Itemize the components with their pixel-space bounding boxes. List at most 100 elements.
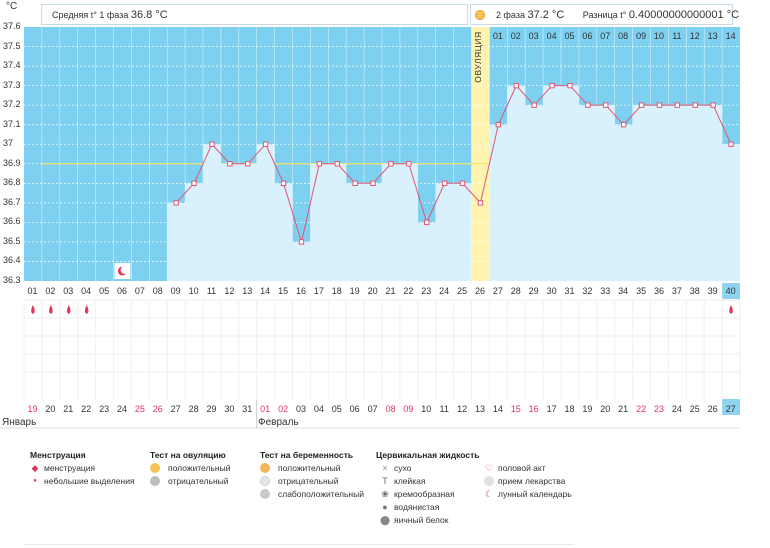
calendar-date-label[interactable]: 14 bbox=[492, 404, 503, 414]
calendar-date-label[interactable]: 26 bbox=[707, 404, 718, 414]
calendar-date-label[interactable]: 25 bbox=[689, 404, 700, 414]
cycle-day-label[interactable]: 24 bbox=[439, 286, 450, 296]
calendar-date-label[interactable]: 20 bbox=[45, 404, 56, 414]
calendar-date-label[interactable]: 01 bbox=[260, 404, 271, 414]
calendar-date-label[interactable]: 11 bbox=[439, 404, 449, 414]
calendar-date-label[interactable]: 19 bbox=[582, 404, 593, 414]
calendar-date-label[interactable]: 15 bbox=[510, 404, 521, 414]
calendar-date-label[interactable]: 18 bbox=[564, 404, 575, 414]
calendar-date-label[interactable]: 28 bbox=[188, 404, 199, 414]
calendar-date-label[interactable]: 07 bbox=[367, 404, 378, 414]
y-tick-label: 36.5 bbox=[3, 235, 21, 246]
calendar-date-label[interactable]: 21 bbox=[618, 404, 629, 414]
cycle-day-label[interactable]: 35 bbox=[636, 286, 647, 296]
temperature-point bbox=[316, 161, 323, 167]
calendar-date-label[interactable]: 20 bbox=[600, 404, 611, 414]
temperature-bar bbox=[417, 222, 436, 281]
calendar-date-label[interactable]: 19 bbox=[27, 404, 38, 414]
cycle-day-label[interactable]: 13 bbox=[242, 286, 253, 296]
cycle-day-label[interactable]: 01 bbox=[27, 286, 38, 296]
calendar-date-label[interactable]: 22 bbox=[636, 404, 647, 414]
cycle-day-label[interactable]: 36 bbox=[653, 286, 664, 296]
temperature-bar bbox=[650, 105, 669, 282]
phase2-label: 2 фаза bbox=[496, 10, 525, 20]
temperature-bar bbox=[614, 124, 633, 281]
calendar-date-label[interactable]: 30 bbox=[224, 404, 235, 414]
cycle-day-label[interactable]: 30 bbox=[546, 286, 557, 296]
calendar-date-label[interactable]: 23 bbox=[653, 404, 664, 414]
temperature-point bbox=[513, 82, 519, 89]
calendar-date-label[interactable]: 08 bbox=[385, 404, 396, 414]
calendar-date-label[interactable]: 25 bbox=[134, 404, 145, 414]
legend-medication: прием лекарства bbox=[498, 476, 566, 486]
ovulation-test-positive-icon bbox=[150, 463, 160, 473]
cycle-day-label[interactable]: 38 bbox=[689, 286, 700, 296]
y-tick-label: 37.3 bbox=[3, 79, 21, 90]
calendar-date-label[interactable]: 04 bbox=[313, 404, 324, 414]
cycle-day-label[interactable]: 17 bbox=[313, 286, 324, 296]
cycle-day-label[interactable]: 05 bbox=[99, 286, 110, 296]
legend-cervical-eggwhite: яичный белок bbox=[394, 515, 449, 525]
calendar-date-label[interactable]: 24 bbox=[116, 404, 127, 414]
cycle-day-label[interactable]: 23 bbox=[421, 286, 432, 296]
cycle-day-label[interactable]: 16 bbox=[295, 286, 306, 296]
calendar-date-label[interactable]: 02 bbox=[278, 404, 289, 414]
cycle-day-label[interactable]: 02 bbox=[45, 286, 56, 296]
cycle-day-label[interactable]: 15 bbox=[278, 286, 289, 296]
calendar-date-label[interactable]: 03 bbox=[295, 404, 306, 414]
cycle-day-label[interactable]: 21 bbox=[385, 286, 396, 296]
calendar-date-label[interactable]: 05 bbox=[331, 404, 342, 414]
calendar-date-label[interactable]: 09 bbox=[403, 404, 414, 414]
cycle-day-label[interactable]: 27 bbox=[492, 286, 503, 296]
cycle-day-label[interactable]: 32 bbox=[582, 286, 593, 296]
cycle-day-label[interactable]: 18 bbox=[331, 286, 342, 296]
calendar-date-label[interactable]: 12 bbox=[457, 404, 468, 414]
calendar-date-label[interactable]: 24 bbox=[671, 404, 682, 414]
month-february: Февраль bbox=[258, 417, 299, 428]
calendar-date-label[interactable]: 29 bbox=[206, 404, 217, 414]
ovulation-marker: ОВУЛЯЦИЯ bbox=[470, 28, 486, 88]
cycle-day-label[interactable]: 09 bbox=[170, 286, 181, 296]
phase2-day-label: 09 bbox=[636, 31, 647, 41]
cycle-day-label[interactable]: 40 bbox=[725, 286, 736, 296]
calendar-date-label[interactable]: 23 bbox=[99, 404, 110, 414]
cycle-day-label[interactable]: 19 bbox=[349, 286, 360, 296]
calendar-date-label[interactable]: 06 bbox=[349, 404, 360, 414]
cycle-day-label[interactable]: 08 bbox=[152, 286, 163, 296]
y-tick-label: 36.7 bbox=[3, 196, 21, 207]
cycle-day-label[interactable]: 34 bbox=[618, 286, 629, 296]
cycle-day-label[interactable]: 33 bbox=[600, 286, 611, 296]
cycle-day-label[interactable]: 31 bbox=[564, 286, 575, 296]
cycle-day-label[interactable]: 22 bbox=[403, 286, 414, 296]
watery-drop-icon: ● bbox=[382, 502, 388, 512]
cycle-day-label[interactable]: 07 bbox=[134, 286, 145, 296]
cycle-day-label[interactable]: 03 bbox=[63, 286, 74, 296]
phase1-label: Средняя t° 1 фаза bbox=[52, 10, 129, 20]
calendar-date-label[interactable]: 17 bbox=[546, 404, 557, 414]
cycle-day-label[interactable]: 10 bbox=[188, 286, 199, 296]
calendar-date-label[interactable]: 21 bbox=[63, 404, 74, 414]
calendar-date-label[interactable]: 31 bbox=[242, 404, 253, 414]
cycle-day-label[interactable]: 12 bbox=[224, 286, 235, 296]
calendar-date-label[interactable]: 27 bbox=[170, 404, 181, 414]
cycle-day-label[interactable]: 14 bbox=[260, 286, 271, 296]
pregnancy-test-positive-icon bbox=[260, 463, 270, 473]
cycle-day-label[interactable]: 28 bbox=[510, 286, 521, 296]
cycle-day-label[interactable]: 37 bbox=[671, 286, 682, 296]
cycle-day-label[interactable]: 20 bbox=[367, 286, 378, 296]
calendar-date-label[interactable]: 16 bbox=[528, 404, 539, 414]
cycle-day-label[interactable]: 26 bbox=[474, 286, 485, 296]
cycle-day-label[interactable]: 29 bbox=[528, 286, 539, 296]
cycle-day-label[interactable]: 11 bbox=[206, 286, 217, 296]
calendar-date-label[interactable]: 27 bbox=[725, 404, 736, 414]
y-tick-label: 37.5 bbox=[3, 40, 21, 51]
temperature-bar bbox=[722, 144, 740, 281]
calendar-date-label[interactable]: 10 bbox=[421, 404, 432, 414]
cycle-day-label[interactable]: 06 bbox=[116, 286, 127, 296]
cycle-day-label[interactable]: 39 bbox=[707, 286, 718, 296]
calendar-date-label[interactable]: 22 bbox=[81, 404, 92, 414]
calendar-date-label[interactable]: 26 bbox=[152, 404, 163, 414]
calendar-date-label[interactable]: 13 bbox=[474, 404, 485, 414]
cycle-day-label[interactable]: 04 bbox=[81, 286, 92, 296]
cycle-day-label[interactable]: 25 bbox=[457, 286, 468, 296]
